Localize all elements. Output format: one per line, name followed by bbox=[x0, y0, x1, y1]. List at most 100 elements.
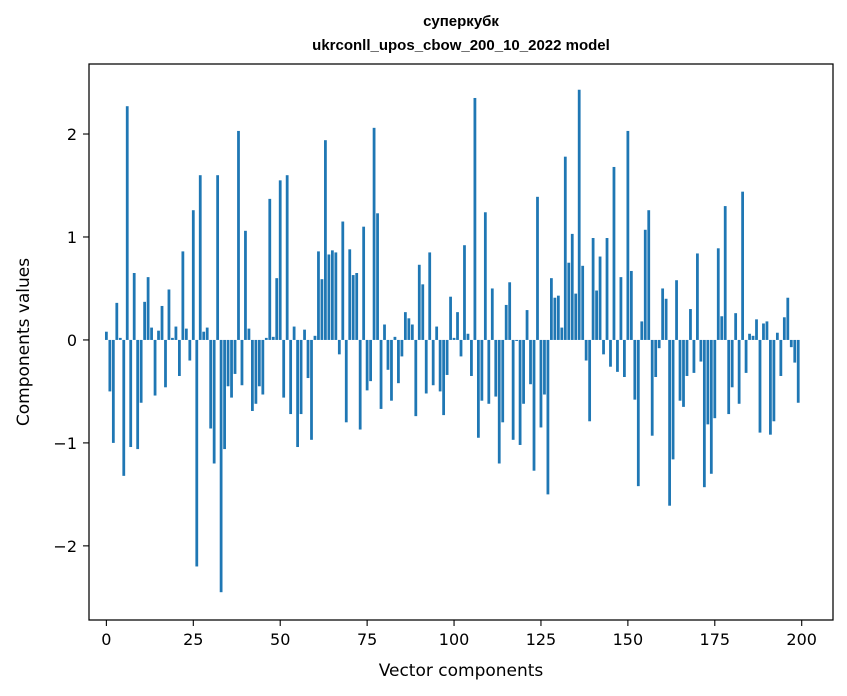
bar-component-97 bbox=[442, 339, 446, 416]
bar-component-166 bbox=[682, 339, 685, 407]
bar-component-161 bbox=[664, 298, 668, 340]
bar-component-95 bbox=[435, 326, 439, 340]
bar-component-126 bbox=[543, 339, 546, 395]
x-tick-label-75: 75 bbox=[357, 630, 377, 649]
bar-component-98 bbox=[445, 339, 449, 375]
bar-component-81 bbox=[386, 339, 390, 370]
bar-component-112 bbox=[494, 339, 498, 397]
bar-component-35 bbox=[226, 339, 230, 387]
bar-component-15 bbox=[157, 330, 160, 340]
bar-component-143 bbox=[602, 339, 605, 355]
bar-component-101 bbox=[456, 312, 459, 340]
bar-component-162 bbox=[668, 339, 671, 506]
bar-component-87 bbox=[407, 318, 411, 340]
bar-component-44 bbox=[257, 339, 261, 387]
x-tick-label-100: 100 bbox=[439, 630, 470, 649]
bar-component-24 bbox=[188, 339, 192, 361]
bar-component-137 bbox=[581, 265, 585, 340]
bar-component-144 bbox=[605, 238, 609, 340]
bar-component-32 bbox=[216, 175, 220, 340]
bar-component-128 bbox=[550, 278, 553, 340]
bar-component-127 bbox=[546, 339, 550, 495]
bar-component-34 bbox=[223, 339, 226, 450]
bar-component-45 bbox=[261, 339, 265, 395]
bar-component-33 bbox=[219, 339, 223, 593]
bar-component-110 bbox=[487, 339, 491, 404]
bar-component-184 bbox=[744, 339, 748, 373]
bar-component-29 bbox=[205, 327, 209, 340]
bar-component-179 bbox=[727, 339, 731, 415]
bar-component-191 bbox=[769, 339, 772, 435]
bar-component-69 bbox=[344, 339, 348, 423]
bar-component-125 bbox=[539, 339, 543, 428]
bar-component-74 bbox=[362, 226, 366, 340]
bar-component-65 bbox=[330, 250, 334, 340]
bar-component-52 bbox=[285, 175, 289, 340]
bar-component-13 bbox=[150, 327, 153, 340]
bar-component-134 bbox=[570, 233, 574, 340]
bar-component-86 bbox=[403, 312, 407, 340]
bars-layer bbox=[104, 89, 800, 593]
x-axis-label: Vector components bbox=[379, 661, 544, 681]
y-tick-label--1: −1 bbox=[53, 434, 77, 453]
bar-component-196 bbox=[786, 297, 790, 340]
bar-component-83 bbox=[393, 336, 397, 340]
bar-component-47 bbox=[268, 198, 272, 340]
bar-component-0 bbox=[104, 331, 108, 340]
bar-component-183 bbox=[741, 191, 744, 340]
bar-component-96 bbox=[438, 339, 442, 392]
x-tick-label-125: 125 bbox=[526, 630, 557, 649]
bar-component-80 bbox=[383, 324, 386, 340]
bar-component-149 bbox=[623, 339, 626, 378]
x-tick-label-50: 50 bbox=[270, 630, 290, 649]
bar-component-131 bbox=[560, 327, 564, 340]
bar-component-1 bbox=[108, 339, 112, 392]
bar-component-93 bbox=[428, 252, 432, 340]
bar-component-194 bbox=[779, 339, 783, 376]
bar-component-121 bbox=[525, 310, 529, 340]
bar-component-146 bbox=[612, 166, 616, 340]
bar-component-41 bbox=[247, 328, 251, 340]
bar-component-107 bbox=[476, 339, 480, 438]
bar-component-117 bbox=[511, 339, 515, 440]
bar-component-158 bbox=[654, 339, 658, 378]
bar-component-136 bbox=[577, 89, 581, 340]
bar-component-26 bbox=[195, 339, 199, 567]
bar-component-132 bbox=[563, 156, 567, 340]
bar-component-197 bbox=[789, 339, 793, 348]
bar-component-91 bbox=[421, 284, 425, 340]
bar-component-4 bbox=[118, 337, 122, 340]
bar-component-9 bbox=[136, 339, 140, 450]
bar-component-180 bbox=[730, 339, 734, 388]
bar-component-23 bbox=[184, 328, 188, 340]
bar-component-77 bbox=[372, 127, 376, 340]
bar-component-160 bbox=[661, 288, 665, 340]
bar-component-63 bbox=[324, 140, 327, 340]
bar-component-53 bbox=[289, 339, 293, 415]
bar-component-43 bbox=[254, 339, 258, 404]
bar-component-178 bbox=[723, 206, 727, 340]
bar-component-145 bbox=[609, 339, 612, 367]
bar-component-198 bbox=[793, 339, 797, 363]
bar-component-6 bbox=[125, 106, 129, 340]
plot-area-frame bbox=[88, 63, 834, 621]
bar-component-157 bbox=[650, 339, 654, 436]
bar-component-64 bbox=[327, 254, 331, 340]
bar-component-133 bbox=[567, 262, 571, 340]
bar-component-5 bbox=[122, 339, 126, 476]
y-axis-ticks: −2 −1 0 1 2 bbox=[53, 125, 89, 556]
bar-component-59 bbox=[310, 339, 313, 440]
bar-component-56 bbox=[299, 339, 303, 415]
chart-title-line-2: ukrconll_upos_cbow_200_10_2022 model bbox=[312, 37, 610, 54]
bar-component-49 bbox=[275, 278, 279, 340]
bar-component-20 bbox=[174, 326, 178, 340]
bar-component-188 bbox=[758, 339, 762, 433]
bar-component-2 bbox=[111, 339, 115, 443]
bar-component-173 bbox=[706, 339, 710, 425]
bar-component-154 bbox=[640, 321, 644, 340]
bar-component-182 bbox=[737, 339, 741, 404]
bar-component-153 bbox=[636, 339, 640, 487]
bar-component-11 bbox=[143, 301, 147, 340]
bar-component-152 bbox=[633, 339, 637, 400]
bar-component-147 bbox=[616, 339, 619, 372]
